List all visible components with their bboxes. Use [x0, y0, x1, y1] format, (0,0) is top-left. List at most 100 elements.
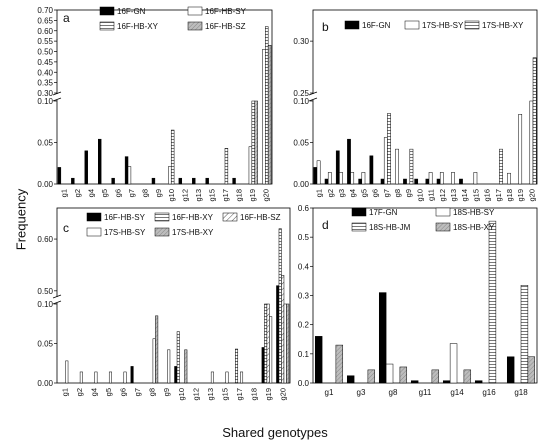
bar [378, 292, 387, 384]
x-tick-label: g12 [191, 388, 200, 401]
y-tick-label: 0.60 [37, 235, 53, 244]
bar [410, 380, 419, 384]
x-tick-label: g9 [154, 189, 163, 197]
legend-swatch [99, 21, 115, 31]
bar [176, 331, 180, 384]
bar [57, 167, 62, 185]
bar [232, 177, 236, 185]
bar [235, 348, 239, 384]
x-tick-label: g5 [104, 388, 113, 396]
bar [459, 178, 463, 185]
bar [506, 356, 515, 384]
bar [385, 363, 394, 384]
bar [313, 167, 318, 185]
axis-break-mark [52, 294, 62, 299]
y-tick-label: 0.0 [298, 379, 310, 388]
legend-swatch [187, 21, 203, 31]
legend-swatch [464, 20, 480, 30]
bar [155, 315, 159, 384]
bar [518, 114, 523, 185]
bar [387, 113, 391, 185]
bar [520, 285, 529, 384]
legend-entry: 16F-HB-SZ [205, 22, 246, 31]
y-tick-label: 0.55 [37, 37, 53, 46]
x-tick-label: g5 [100, 189, 109, 197]
x-tick-label: g17 [221, 189, 230, 202]
y-tick-label: 0.65 [37, 16, 53, 25]
legend-entry: 17S-HB-SY [104, 228, 146, 237]
legend-swatch [435, 222, 451, 232]
legend-entry: 18S-HB-SY [453, 208, 495, 217]
bar [507, 172, 511, 185]
x-tick-label: g2 [75, 388, 84, 396]
x-tick-label: g19 [516, 189, 525, 202]
bar [261, 347, 265, 384]
legend-swatch [86, 212, 102, 222]
x-tick-label: g12 [181, 189, 190, 202]
bar [346, 375, 355, 384]
x-tick-label: g19 [264, 388, 273, 401]
x-tick-label: g10 [415, 189, 424, 202]
x-tick-label: g2 [326, 189, 335, 197]
bar [339, 172, 343, 185]
legend-entry: 16F-HB-SZ [240, 213, 281, 222]
bar [499, 148, 503, 185]
x-tick-label: g14 [460, 189, 469, 202]
bar [428, 172, 433, 185]
bar [251, 100, 255, 185]
x-tick-label: g13 [449, 189, 458, 202]
y-tick-label: 0.30 [37, 89, 53, 98]
x-tick-label: g7 [127, 189, 136, 197]
bar [276, 285, 280, 384]
bar [414, 178, 419, 185]
bar [65, 360, 69, 384]
y-tick-label: 0.45 [37, 58, 53, 67]
y-tick-label: 0.6 [298, 204, 310, 213]
bar [347, 138, 351, 185]
bar [281, 275, 285, 384]
x-tick-label: g3 [337, 189, 346, 197]
panel-d: 0.0 0.1 0.2 0.3 0.4 0.5 0.6 g1 g3 g8 g11 g14 g16 g18 d… [298, 204, 538, 397]
axis-break-mark [308, 91, 318, 96]
y-tick-label: 0.5 [298, 233, 310, 242]
legend-entry: 16F-GN [117, 7, 146, 16]
bar [266, 303, 270, 384]
x-tick-label: g13 [206, 388, 215, 401]
legend-swatch [404, 20, 420, 30]
x-tick-label: g4 [348, 189, 357, 197]
legend-swatch [222, 212, 238, 222]
y-tick-label: 0.00 [37, 180, 53, 189]
panel-c: 0.00 0.05 0.10 0.50 0.60 g1 g2 g4 g5 g6 g7 g8 g9 g10 g… [37, 207, 291, 401]
y-tick-label: 0.35 [37, 79, 53, 88]
bar [463, 369, 472, 384]
axis-break-mark [52, 97, 62, 102]
y-tick-label: 0.3 [298, 292, 310, 301]
legend-swatch [99, 6, 115, 16]
x-tick-label: g9 [404, 189, 413, 197]
bar [409, 148, 414, 185]
x-tick-label: g1 [325, 388, 334, 397]
bar [324, 178, 329, 185]
x-tick-label: g4 [89, 388, 98, 396]
x-tick-label: g5 [359, 189, 368, 197]
bar [383, 137, 388, 185]
x-tick-label: g8 [393, 189, 402, 197]
legend-swatch [86, 227, 102, 237]
bar [283, 303, 287, 384]
bar [269, 316, 273, 384]
legend-entry: 18S-HB-JM [369, 223, 411, 232]
x-tick-label: g20 [261, 189, 270, 202]
legend-entry: 17S-HB-XY [482, 21, 524, 30]
y-tick-label: 0.25 [293, 89, 309, 98]
plot-frame [312, 207, 538, 384]
bar [442, 380, 451, 384]
bar [335, 344, 344, 384]
x-tick-label: g6 [371, 189, 380, 197]
x-tick-label: g11 [419, 388, 432, 397]
axis-break-gap [53, 94, 61, 100]
x-tick-label: g1 [60, 388, 69, 396]
bar [532, 57, 537, 185]
x-tick-label: g20 [527, 189, 536, 202]
bar [316, 160, 321, 185]
